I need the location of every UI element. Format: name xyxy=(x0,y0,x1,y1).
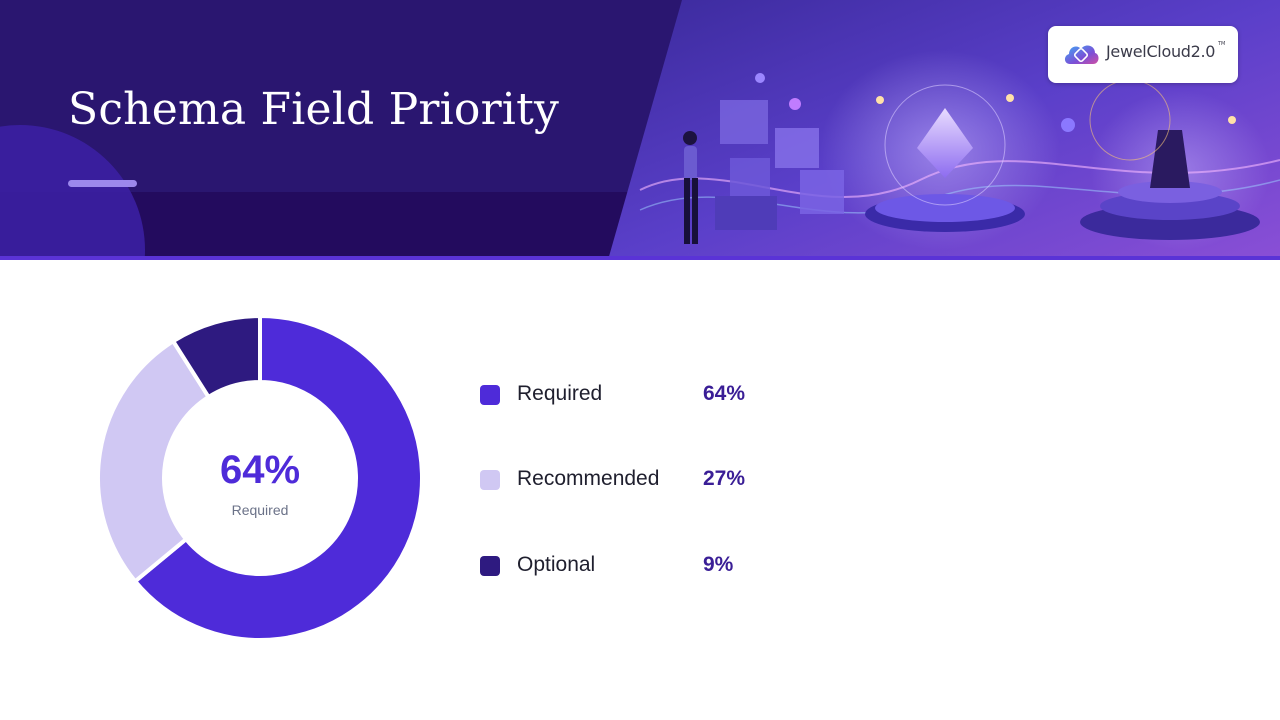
brand-name: JewelCloud2.0 xyxy=(1106,42,1216,61)
donut-center-label: Required xyxy=(231,502,289,518)
brand-logo: JewelCloud2.0 TM xyxy=(1048,26,1238,83)
page-title: Schema Field Priority xyxy=(68,84,560,135)
legend-item-optional: Optional 9% xyxy=(480,551,800,581)
legend-label-required: Required xyxy=(517,382,603,405)
legend-label-optional: Optional xyxy=(517,553,596,576)
legend-item-recommended: Recommended 27% xyxy=(480,465,800,495)
legend-swatch-recommended xyxy=(480,470,500,490)
legend-value-recommended: 27% xyxy=(703,467,746,490)
donut-center-value: 64% xyxy=(219,448,301,492)
title-underline xyxy=(68,180,137,187)
legend-swatch-optional xyxy=(480,556,500,576)
legend-value-required: 64% xyxy=(703,382,746,405)
legend-value-optional: 9% xyxy=(703,553,734,576)
legend-label-recommended: Recommended xyxy=(517,467,660,490)
donut-slice-recommended xyxy=(98,338,212,585)
header-illustration xyxy=(0,0,1280,260)
donut-slice-optional xyxy=(170,316,262,400)
donut-slice-required xyxy=(132,316,422,640)
header-banner: Schema Field Priority JewelCloud2.0 TM xyxy=(0,0,1280,260)
cloud-logo-icon xyxy=(1064,45,1099,64)
trademark-mark: TM xyxy=(1218,41,1226,47)
legend-swatch-required xyxy=(480,385,500,405)
donut-chart xyxy=(98,316,422,640)
legend-item-required: Required 64% xyxy=(480,380,800,410)
